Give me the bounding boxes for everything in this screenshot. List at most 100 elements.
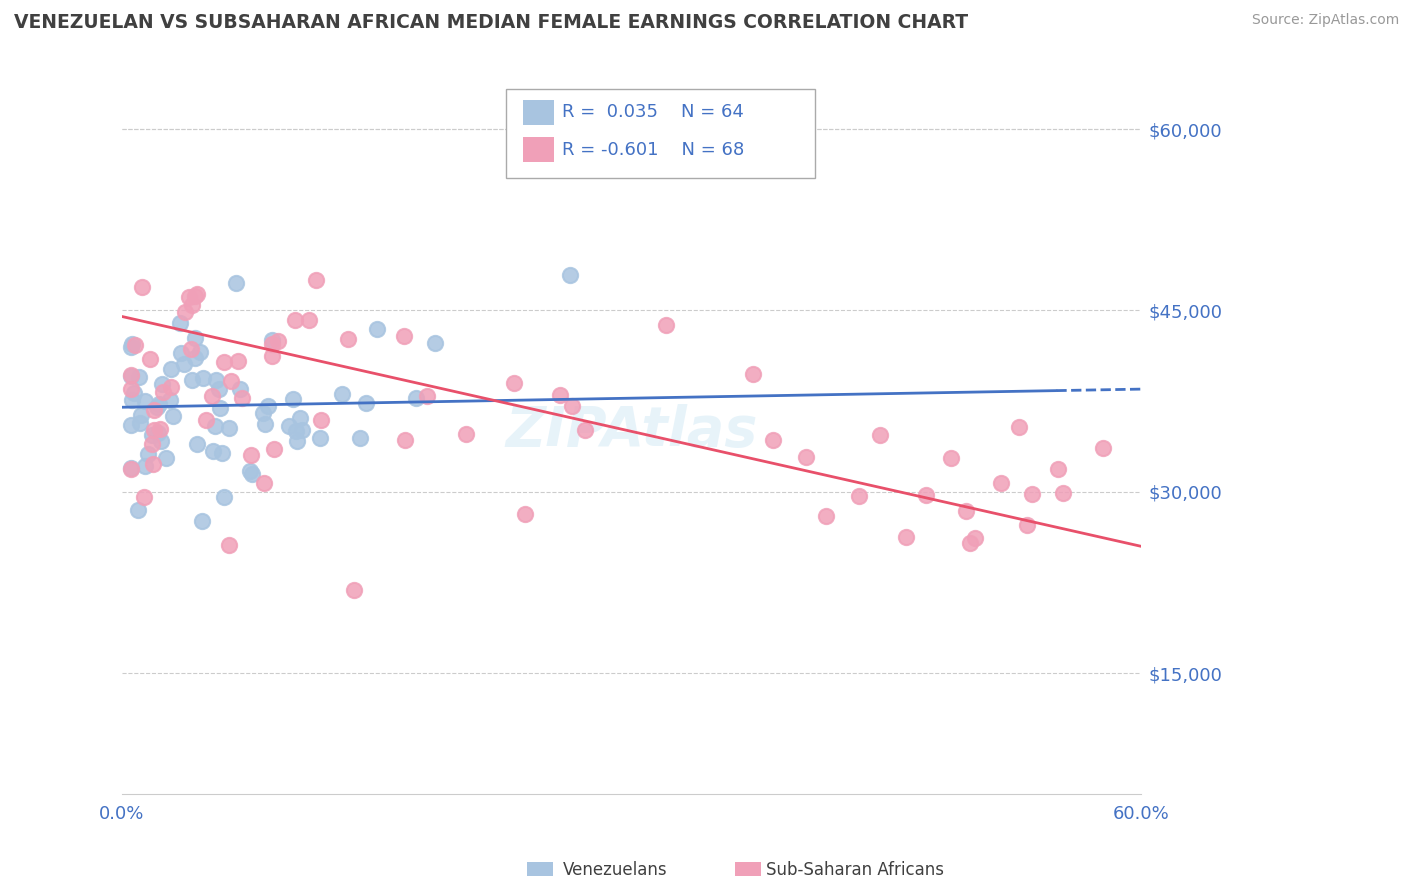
Point (120, 382, 142, 396)
Point (149, 422, 172, 436)
Point (502, 376, 524, 390)
Point (191, 371, 214, 385)
Point (454, 426, 477, 441)
Point (121, 417, 143, 432)
Point (134, 393, 156, 408)
Point (186, 286, 208, 301)
Point (141, 437, 163, 451)
Point (201, 444, 224, 458)
Point (1021, 486, 1043, 500)
Point (120, 460, 142, 475)
Point (221, 374, 243, 388)
Point (159, 392, 181, 407)
Point (186, 436, 208, 450)
Point (181, 373, 204, 387)
Point (394, 433, 416, 447)
Point (191, 514, 214, 528)
Point (142, 457, 165, 471)
Point (297, 313, 319, 327)
Text: Source: ZipAtlas.com: Source: ZipAtlas.com (1251, 13, 1399, 28)
Point (148, 397, 170, 411)
Point (239, 465, 262, 479)
Point (762, 434, 785, 448)
Point (218, 421, 240, 435)
Point (201, 389, 224, 403)
Point (120, 368, 142, 382)
Point (218, 538, 240, 552)
Point (894, 530, 917, 544)
Point (131, 280, 153, 294)
Point (309, 431, 332, 445)
Point (143, 403, 166, 417)
Point (143, 423, 166, 437)
Point (366, 322, 388, 336)
Point (955, 503, 977, 517)
Point (277, 419, 299, 434)
Text: ZIPAtlas: ZIPAtlas (506, 404, 758, 458)
Point (252, 406, 274, 420)
Point (254, 417, 277, 431)
Point (146, 426, 169, 441)
Point (170, 346, 193, 360)
Point (231, 391, 253, 405)
Point (204, 373, 226, 387)
Point (869, 428, 891, 442)
Point (177, 290, 200, 304)
Point (184, 331, 207, 345)
Point (283, 312, 305, 326)
Text: Venezuelans: Venezuelans (562, 861, 666, 879)
Point (405, 391, 427, 405)
Point (121, 337, 143, 351)
Point (513, 507, 536, 521)
Point (184, 351, 207, 365)
Point (548, 388, 571, 402)
Point (742, 368, 765, 382)
Point (416, 389, 439, 403)
Point (174, 305, 197, 319)
Point (141, 427, 163, 442)
Point (184, 289, 207, 303)
Point (150, 434, 173, 448)
Point (120, 369, 142, 384)
Point (128, 369, 150, 384)
Text: R =  0.035    N = 64: R = 0.035 N = 64 (562, 103, 744, 121)
Point (815, 509, 838, 524)
Point (574, 423, 596, 437)
Point (287, 434, 309, 448)
Point (1052, 486, 1074, 500)
Text: R = -0.601    N = 68: R = -0.601 N = 68 (562, 141, 745, 159)
Point (139, 351, 162, 366)
Point (159, 380, 181, 394)
Point (124, 386, 146, 401)
Point (226, 353, 249, 368)
Point (423, 336, 446, 351)
Point (150, 376, 173, 391)
Point (848, 489, 870, 503)
Point (121, 392, 143, 407)
Point (281, 392, 304, 407)
Point (152, 385, 174, 400)
Point (309, 413, 332, 427)
Point (173, 357, 195, 371)
Text: Sub-Saharan Africans: Sub-Saharan Africans (766, 861, 945, 879)
Point (120, 461, 142, 475)
Point (129, 408, 152, 422)
Point (1047, 461, 1070, 475)
Point (195, 413, 218, 427)
Point (127, 503, 149, 517)
Point (260, 350, 283, 364)
Point (211, 446, 233, 460)
Point (146, 401, 169, 415)
Point (941, 451, 963, 466)
Point (160, 361, 183, 376)
Point (124, 338, 146, 352)
Point (129, 416, 152, 430)
Point (162, 409, 184, 423)
Point (229, 382, 252, 396)
Point (214, 491, 236, 505)
Point (349, 431, 371, 445)
Text: VENEZUELAN VS SUBSAHARAN AFRICAN MEDIAN FEMALE EARNINGS CORRELATION CHART: VENEZUELAN VS SUBSAHARAN AFRICAN MEDIAN … (14, 13, 969, 32)
Point (204, 419, 226, 434)
Point (561, 399, 583, 413)
Point (291, 423, 314, 437)
